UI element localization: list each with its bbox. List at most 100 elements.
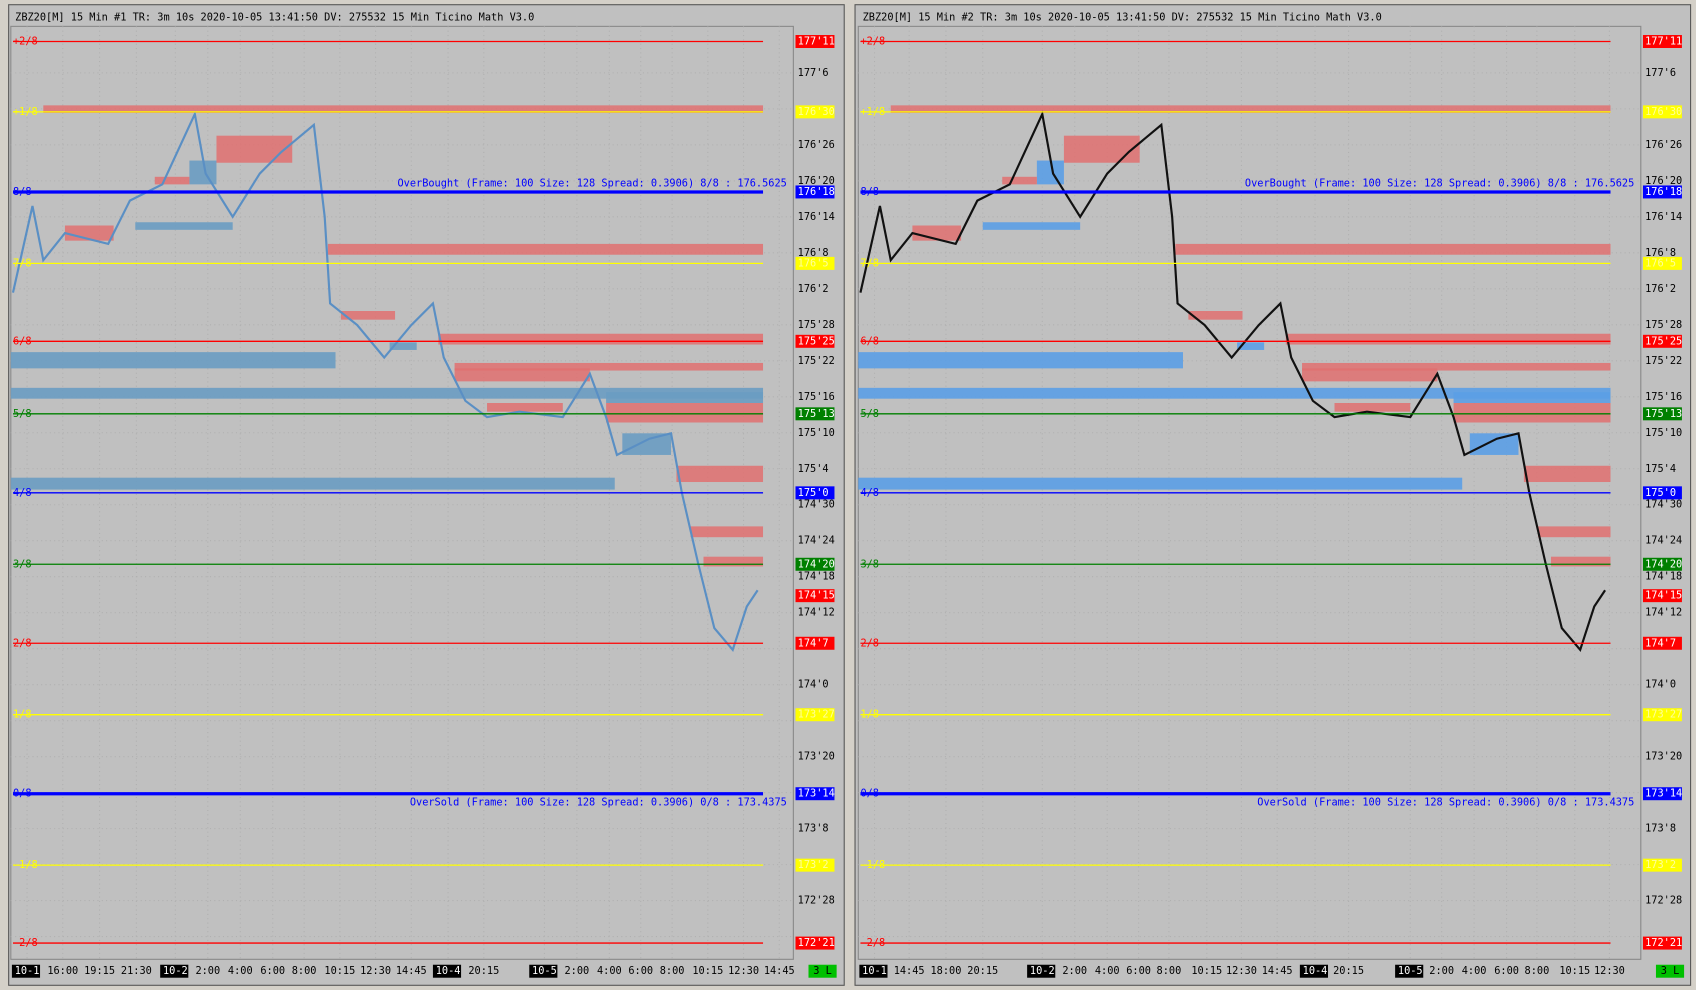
time-axis-label: 10:15 [324,965,355,977]
support-zone [1469,433,1519,455]
level-label: 7/8 [860,257,879,269]
price-tag-label: 173'27 [798,709,835,721]
level-label: 2/8 [860,637,879,649]
price-axis-label: 176'26 [1645,139,1682,151]
price-tag-label: 175'25 [1645,335,1682,347]
level-label: 0/8 [13,788,32,800]
time-axis [858,962,1685,980]
price-axis-label: 174'30 [798,499,835,511]
level-label: -1/8 [13,859,38,871]
time-axis-label: 2:00 [195,965,220,977]
price-tag-label: 177'11 [1645,36,1682,48]
overbought-label: OverBought (Frame: 100 Size: 128 Spread:… [1245,177,1634,189]
date-marker [160,964,189,978]
time-axis-label: 8:00 [1157,965,1182,977]
resistance-zone [1002,176,1037,185]
price-axis-label: 174'18 [798,571,835,583]
resistance-zone [1285,333,1611,345]
time-axis-label: 20:15 [1333,965,1364,977]
price-tag-label: 175'25 [798,335,835,347]
price-axis-label: 174'0 [1645,679,1676,691]
time-axis-label: 19:15 [84,965,115,977]
price-tag [1642,256,1682,270]
resistance-zone [1537,526,1611,538]
resistance-zone [487,403,563,412]
price-tag [795,185,835,199]
chart-panel: +2/8 177'11 +1/8 176'30 8/8 176'18 7/8 176'5 6/8… [854,4,1692,986]
price-axis-label: 174'24 [798,535,835,547]
price-tag [795,256,835,270]
price-axis-label: 176'8 [1645,247,1676,259]
level-label: 3/8 [860,558,879,570]
time-axis-label: 14:45 [1262,965,1293,977]
resistance-zone [1302,368,1438,382]
resistance-zone [606,403,764,423]
price-tag [1642,787,1682,801]
price-tag-label: 175'0 [1645,487,1676,499]
date-marker [859,964,888,978]
price-tag-label: 177'11 [798,36,835,48]
overbought-label: OverBought (Frame: 100 Size: 128 Spread:… [397,177,786,189]
time-axis-label: 12:30 [360,965,391,977]
price-axis-label: 175'16 [798,391,835,403]
level-label: -2/8 [13,937,38,949]
corner-label: 3 L [1661,965,1680,977]
price-tag-label: 174'7 [798,637,829,649]
resistance-zone [1188,311,1243,320]
price-tag [1642,105,1682,119]
resistance-zone [1453,403,1611,423]
price-tag [795,407,835,421]
resistance-zone [340,311,396,320]
current-price-tag [795,589,835,603]
time-axis-label: 8:00 [292,965,317,977]
level-label: 7/8 [13,257,32,269]
price-tag-label: 175'0 [798,487,829,499]
resistance-zone [327,243,764,255]
time-axis-label: 10-5 [532,965,557,977]
date-marker [432,964,462,978]
date-marker [1395,964,1424,978]
support-zone [10,387,764,399]
price-axis-label: 174'12 [798,607,835,619]
time-axis-label: 16:00 [47,965,78,977]
time-axis-label: 6:00 [1494,965,1519,977]
resistance-zone [1175,243,1611,255]
price-tag [1642,636,1682,650]
time-axis-label: 6:00 [1126,965,1151,977]
level-label: 6/8 [13,335,32,347]
price-axis-label: 176'20 [798,175,835,187]
price-tag-label: 173'27 [1645,709,1682,721]
price-tag [1642,334,1682,348]
price-tag-label: 172'21 [798,937,835,949]
support-zone [858,477,1463,490]
oversold-label: OverSold (Frame: 100 Size: 128 Spread: 0… [410,796,787,808]
price-axis-label: 173'8 [1645,823,1676,835]
price-axis-label: 174'24 [1645,535,1682,547]
support-zone [1237,342,1265,350]
level-label: 0/8 [860,788,879,800]
time-axis-label: 14:45 [764,965,795,977]
price-axis-label: 175'28 [1645,319,1682,331]
support-zone [622,433,672,455]
price-axis-label: 175'4 [1645,463,1676,475]
price-axis-label: 175'22 [798,355,835,367]
time-axis-label: 6:00 [628,965,653,977]
date-marker [529,964,558,978]
price-axis-label: 176'8 [798,247,829,259]
price-tag [1642,708,1682,722]
level-label: 4/8 [13,487,32,499]
time-axis-label: 10-4 [436,965,461,977]
price-axis-label: 175'10 [1645,427,1682,439]
price-bars [859,110,1606,652]
price-tag-label: 174'7 [1645,637,1676,649]
resistance-zone [890,105,1611,113]
resistance-zone [43,105,764,113]
level-label: 2/8 [13,637,32,649]
price-tag [795,708,835,722]
price-axis-label: 174'12 [1645,607,1682,619]
chart-header: ZBZ20[M] 15 Min #1 TR: 3m 10s 2020-10-05… [15,12,534,24]
resistance-zone [676,465,764,483]
time-axis-label: 10-4 [1303,965,1328,977]
time-axis-label: 10-5 [1398,965,1423,977]
